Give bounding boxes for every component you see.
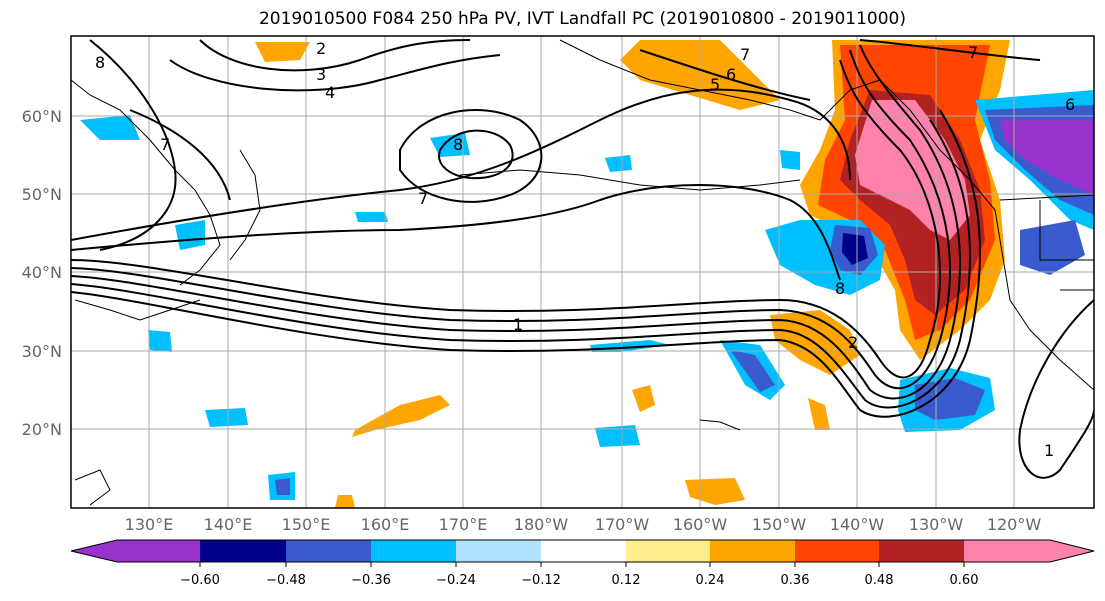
latitude-labels: 60°N 50°N 40°N 30°N 20°N	[22, 107, 62, 439]
colorbar-segment	[626, 540, 710, 562]
colorbar: −0.60 −0.48 −0.36 −0.24 −0.12 0.12 0.24 …	[70, 539, 1095, 588]
contour-label: 3	[316, 65, 326, 84]
lon-label: 120°W	[987, 515, 1042, 534]
contour-label: 1	[1044, 441, 1054, 460]
positive-anomaly-region	[632, 385, 655, 412]
negative-anomaly-region	[148, 330, 172, 352]
graticule	[71, 36, 1094, 508]
negative-anomaly-region	[730, 350, 775, 392]
contour-label: 5	[710, 75, 720, 94]
colorbar-segment	[879, 540, 964, 562]
contour-label: 7	[418, 189, 428, 208]
colorbar-tick-label: 0.60	[950, 573, 979, 588]
lon-label: 170°E	[439, 515, 488, 534]
colorbar-segment	[200, 540, 286, 562]
contour-label: 4	[325, 83, 335, 102]
colorbar-segment	[795, 540, 879, 562]
contour-label: 1	[513, 315, 523, 334]
lon-label: 140°W	[830, 515, 885, 534]
colorbar-segment	[286, 540, 371, 562]
negative-anomaly-region	[595, 425, 640, 447]
lon-label: 160°E	[361, 515, 410, 534]
colorbar-tick-label: 0.12	[612, 573, 641, 588]
negative-anomaly-region	[275, 478, 290, 495]
contour-label-group: 2 3 4 5 6 7 7 7 7 1 1 2 6 8 8 8	[95, 39, 1075, 460]
contour-label: 6	[726, 65, 736, 84]
positive-anomaly-region	[808, 398, 830, 430]
contour-lines	[71, 39, 1094, 479]
contour-label: 7	[968, 43, 978, 62]
colorbar-tick-label: −0.36	[351, 573, 391, 588]
colorbar-tick-label: 0.24	[696, 573, 725, 588]
negative-anomaly-region	[175, 220, 205, 250]
positive-anomaly-region	[335, 495, 355, 508]
contour-label: 8	[453, 135, 463, 154]
map-frame	[70, 35, 1095, 509]
negative-anomaly-region	[842, 233, 868, 265]
contour-label: 2	[848, 333, 858, 352]
contour-label: 7	[740, 45, 750, 64]
colorbar-tick-label: 0.48	[865, 573, 894, 588]
lat-label: 30°N	[22, 342, 62, 361]
colorbar-segment	[541, 540, 626, 562]
contour-label: 7	[160, 135, 170, 154]
colorbar-segment	[371, 540, 456, 562]
lon-label: 130°W	[909, 515, 964, 534]
contour-label: 2	[316, 39, 326, 58]
colorbar-outline	[70, 539, 1095, 563]
colorbar-tick-label: −0.60	[180, 573, 220, 588]
negative-anomaly-region	[780, 150, 800, 170]
colorbar-segment	[710, 540, 795, 562]
lon-label: 140°E	[204, 515, 253, 534]
negative-anomaly-region	[355, 212, 388, 222]
lat-label: 20°N	[22, 420, 62, 439]
colorbar-segment	[456, 540, 541, 562]
positive-anomaly-region	[255, 42, 310, 62]
colorbar-tick-label: −0.24	[436, 573, 476, 588]
negative-anomaly-region	[1020, 220, 1085, 275]
lon-label: 150°W	[752, 515, 807, 534]
colorbar-segment	[964, 540, 1094, 562]
negative-anomaly-region	[605, 155, 632, 172]
lon-label: 180°W	[514, 515, 569, 534]
lon-label: 150°E	[282, 515, 331, 534]
lat-label: 50°N	[22, 185, 62, 204]
lat-label: 60°N	[22, 107, 62, 126]
colorbar-ticks	[199, 562, 965, 567]
lon-label: 160°W	[673, 515, 728, 534]
longitude-labels: 130°E 140°E 150°E 160°E 170°E 180°W 170°…	[125, 515, 1042, 534]
map-title: 2019010500 F084 250 hPa PV, IVT Landfall…	[258, 9, 906, 29]
negative-anomaly-region	[205, 408, 248, 427]
positive-anomaly-region	[352, 395, 450, 437]
lon-label: 170°W	[595, 515, 650, 534]
colorbar-tick-label: −0.48	[266, 573, 306, 588]
negative-anomaly-region	[80, 115, 140, 140]
colorbar-segment	[71, 540, 200, 562]
contour-label: 6	[1065, 95, 1075, 114]
negative-anomaly-region	[1000, 120, 1094, 195]
colorbar-tick-label: −0.12	[521, 573, 561, 588]
contour-label: 8	[95, 53, 105, 72]
lat-label: 40°N	[22, 263, 62, 282]
colorbar-tick-label: 0.36	[781, 573, 810, 588]
lon-label: 130°E	[125, 515, 174, 534]
contour-label: 8	[835, 279, 845, 298]
